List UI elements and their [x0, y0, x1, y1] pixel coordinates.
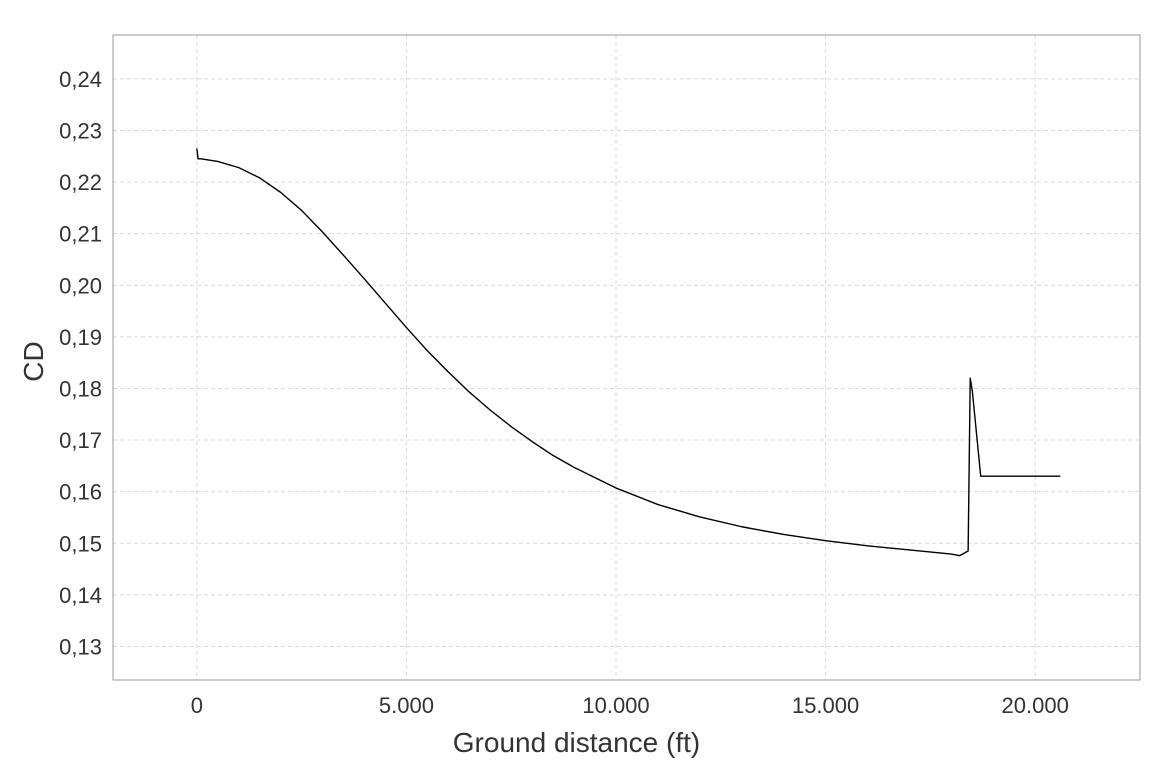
plot-frame: [112, 34, 1141, 681]
x-tick-label: 20.000: [1002, 693, 1069, 718]
x-tick-label: 15.000: [792, 693, 859, 718]
grid-layer: [113, 35, 1140, 680]
y-tick-label: 0,13: [59, 634, 102, 659]
y-axis-title: CD: [18, 341, 49, 381]
x-tick-label: 5.000: [379, 693, 434, 718]
y-tick-label: 0,17: [59, 428, 102, 453]
y-tick-label: 0,19: [59, 325, 102, 350]
y-tick-label: 0,23: [59, 118, 102, 143]
y-tick-labels: 0,13 0,14 0,15 0,16 0,17 0,18 0,19 0,20 0,21 0,22…: [59, 67, 102, 660]
x-tick-label: 10.000: [582, 693, 649, 718]
y-tick-label: 0,20: [59, 273, 102, 298]
y-tick-label: 0,14: [59, 583, 102, 608]
x-axis-title: Ground distance (ft): [453, 727, 700, 758]
y-tick-label: 0,24: [59, 67, 102, 92]
y-tick-label: 0,16: [59, 480, 102, 505]
y-tick-label: 0,22: [59, 170, 102, 195]
y-tick-label: 0,18: [59, 376, 102, 401]
series-layer: [196, 148, 1061, 557]
y-tick-label: 0,15: [59, 531, 102, 556]
x-tick-labels: 0 5.000 10.000 15.000 20.000: [191, 693, 1069, 718]
series-line: [196, 148, 1061, 557]
y-tick-label: 0,21: [59, 222, 102, 247]
x-tick-label: 0: [191, 693, 203, 718]
